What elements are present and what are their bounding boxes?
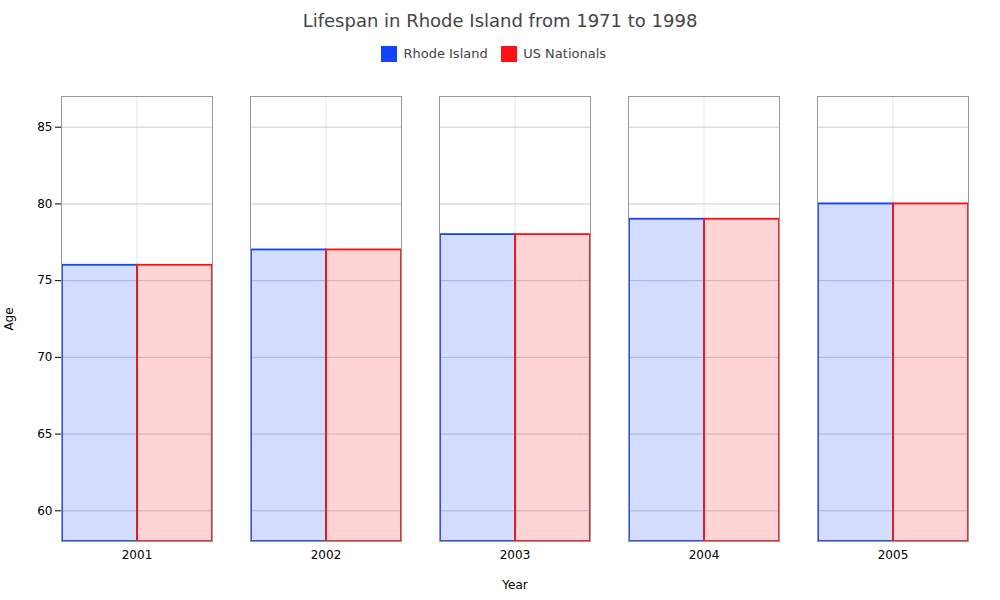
svg-text:2004: 2004	[689, 548, 720, 562]
svg-text:2002: 2002	[311, 548, 342, 562]
svg-text:2005: 2005	[878, 548, 909, 562]
svg-text:Age: Age	[2, 307, 16, 330]
svg-text:Year: Year	[501, 577, 527, 591]
svg-text:85: 85	[37, 120, 52, 134]
html-text:Lifespan in Rhode Island from: Lifespan in Rhode Island from 1971 to 19…	[302, 10, 698, 31]
svg-text:80: 80	[37, 196, 52, 210]
svg-text:70: 70	[37, 350, 52, 364]
html-text:US Nationals: US Nationals	[523, 46, 607, 61]
svg-text:65: 65	[37, 426, 52, 440]
svg-text:60: 60	[37, 503, 52, 517]
svg-text:75: 75	[37, 273, 52, 287]
svg-text:2003: 2003	[500, 548, 531, 562]
html-text:Rhode Island: Rhode Island	[403, 46, 488, 61]
svg-text:2001: 2001	[122, 548, 153, 562]
